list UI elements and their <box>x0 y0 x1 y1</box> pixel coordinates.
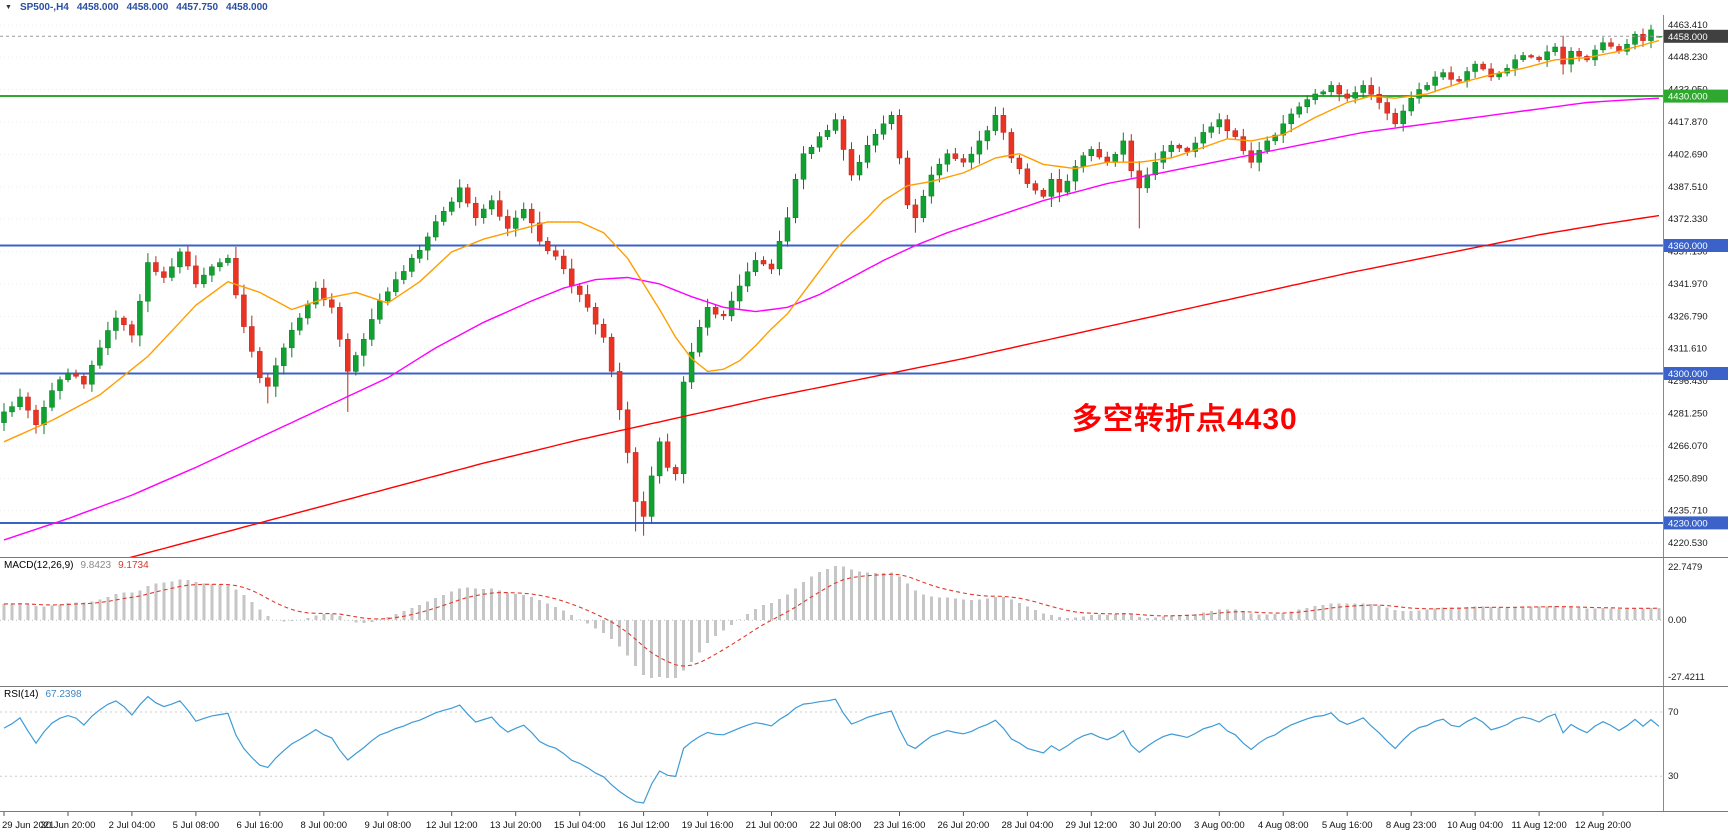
svg-text:4311.610: 4311.610 <box>1668 344 1707 355</box>
svg-text:4448.230: 4448.230 <box>1668 52 1708 63</box>
svg-text:3 Aug 00:00: 3 Aug 00:00 <box>1194 820 1245 831</box>
horizontal-level-lines <box>0 95 1663 524</box>
svg-text:4463.410: 4463.410 <box>1668 20 1708 31</box>
svg-text:5 Aug 16:00: 5 Aug 16:00 <box>1322 820 1373 831</box>
svg-text:30 Jul 20:00: 30 Jul 20:00 <box>1129 820 1181 831</box>
svg-text:4 Aug 08:00: 4 Aug 08:00 <box>1258 820 1309 831</box>
symbol-period-label: SP500-,H4 <box>19 2 69 13</box>
svg-text:4250.890: 4250.890 <box>1668 473 1708 484</box>
svg-text:22.7479: 22.7479 <box>1668 562 1702 573</box>
svg-text:12 Aug 20:00: 12 Aug 20:00 <box>1575 820 1631 831</box>
svg-text:-27.4211: -27.4211 <box>1668 672 1705 683</box>
svg-text:4296.430: 4296.430 <box>1668 376 1708 387</box>
svg-text:8 Jul 00:00: 8 Jul 00:00 <box>301 820 347 831</box>
svg-text:21 Jul 00:00: 21 Jul 00:00 <box>746 820 798 831</box>
ohlc-low: 4457.750 <box>176 2 219 13</box>
svg-text:4326.790: 4326.790 <box>1668 311 1708 322</box>
svg-text:4230.000: 4230.000 <box>1668 518 1708 529</box>
rsi-panel-canvas[interactable]: 70 30 <box>0 686 1728 811</box>
price-axis: 4463.4104448.2304433.0504417.8704402.690… <box>1663 15 1728 557</box>
svg-text:4387.510: 4387.510 <box>1668 182 1708 193</box>
ohlc-close: 4458.000 <box>226 2 268 13</box>
rsi-line <box>3 695 1660 804</box>
svg-text:4402.690: 4402.690 <box>1668 149 1708 160</box>
macd-panel-canvas[interactable]: 22.7479 0.00 -27.4211 <box>0 557 1728 686</box>
svg-text:0.00: 0.00 <box>1668 615 1687 626</box>
svg-text:28 Jul 04:00: 28 Jul 04:00 <box>1002 820 1054 831</box>
svg-text:4341.970: 4341.970 <box>1668 279 1708 290</box>
svg-text:5 Jul 08:00: 5 Jul 08:00 <box>173 820 219 831</box>
ma-fast-line <box>3 39 1660 443</box>
svg-text:9 Jul 08:00: 9 Jul 08:00 <box>365 820 411 831</box>
svg-text:19 Jul 16:00: 19 Jul 16:00 <box>682 820 734 831</box>
svg-text:4266.070: 4266.070 <box>1668 441 1708 452</box>
svg-text:30: 30 <box>1668 771 1679 782</box>
svg-text:12 Jul 12:00: 12 Jul 12:00 <box>426 820 478 831</box>
main-chart-canvas[interactable]: 4463.4104448.2304433.0504417.8704402.690… <box>0 15 1728 557</box>
svg-text:16 Jul 12:00: 16 Jul 12:00 <box>618 820 670 831</box>
moving-averages <box>3 39 1660 557</box>
macd-histogram <box>2 565 1661 679</box>
svg-text:29 Jul 12:00: 29 Jul 12:00 <box>1065 820 1117 831</box>
symbol-dropdown-icon[interactable]: ▼ <box>5 4 12 11</box>
svg-text:8 Aug 23:00: 8 Aug 23:00 <box>1386 820 1437 831</box>
svg-text:4281.250: 4281.250 <box>1668 409 1708 420</box>
ma-slow-line <box>129 214 1660 557</box>
ohlc-high: 4458.000 <box>126 2 169 13</box>
svg-text:70: 70 <box>1668 707 1679 718</box>
svg-text:4235.710: 4235.710 <box>1668 506 1708 517</box>
macd-signal-line <box>4 573 1660 667</box>
svg-text:4360.000: 4360.000 <box>1668 241 1708 252</box>
ma-mid-line <box>3 97 1660 541</box>
svg-text:2 Jul 04:00: 2 Jul 04:00 <box>109 820 155 831</box>
svg-text:22 Jul 08:00: 22 Jul 08:00 <box>810 820 862 831</box>
ohlc-open: 4458.000 <box>76 2 119 13</box>
svg-text:4417.870: 4417.870 <box>1668 117 1708 128</box>
svg-text:13 Jul 20:00: 13 Jul 20:00 <box>490 820 542 831</box>
svg-text:15 Jul 04:00: 15 Jul 04:00 <box>554 820 606 831</box>
svg-text:4220.530: 4220.530 <box>1668 538 1708 549</box>
svg-text:4458.000: 4458.000 <box>1668 32 1708 43</box>
svg-text:29 Jun 2021: 29 Jun 2021 <box>2 820 54 831</box>
svg-text:23 Jul 16:00: 23 Jul 16:00 <box>874 820 926 831</box>
candles <box>1 24 1662 536</box>
svg-text:4300.000: 4300.000 <box>1668 369 1708 380</box>
chart-ohlc-bar: ▼ SP500-,H4 4458.000 4458.000 4457.750 4… <box>0 0 1728 15</box>
svg-text:30 Jun 20:00: 30 Jun 20:00 <box>41 820 96 831</box>
svg-text:11 Aug 12:00: 11 Aug 12:00 <box>1511 820 1566 831</box>
svg-text:4372.330: 4372.330 <box>1668 214 1708 225</box>
svg-text:6 Jul 16:00: 6 Jul 16:00 <box>237 820 283 831</box>
svg-text:26 Jul 20:00: 26 Jul 20:00 <box>938 820 990 831</box>
svg-text:4430.000: 4430.000 <box>1668 92 1708 103</box>
svg-text:10 Aug 04:00: 10 Aug 04:00 <box>1447 820 1503 831</box>
